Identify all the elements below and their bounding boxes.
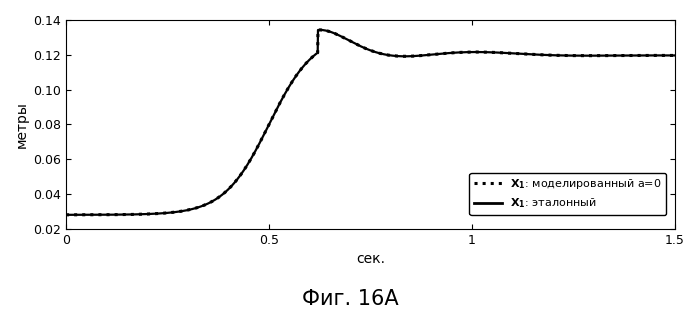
$\mathbf{X_1}$: моделированный а=0: (0.73, 0.124): моделированный а=0: (0.73, 0.124) xyxy=(358,45,367,49)
$\mathbf{X_1}$: эталонный: (0.625, 0.134): эталонный: (0.625, 0.134) xyxy=(316,28,324,32)
$\mathbf{X_1}$: эталонный: (1.5, 0.12): эталонный: (1.5, 0.12) xyxy=(671,53,679,57)
$\mathbf{X_1}$: эталонный: (0, 0.028): эталонный: (0, 0.028) xyxy=(62,213,70,217)
$\mathbf{X_1}$: моделированный а=0: (0, 0.028): моделированный а=0: (0, 0.028) xyxy=(62,213,70,217)
$\mathbf{X_1}$: моделированный а=0: (0.0765, 0.0281): моделированный а=0: (0.0765, 0.0281) xyxy=(93,213,102,217)
X-axis label: сек.: сек. xyxy=(356,252,385,266)
$\mathbf{X_1}$: эталонный: (1.46, 0.12): эталонный: (1.46, 0.12) xyxy=(654,53,662,57)
Legend: $\bf{X_1}$: моделированный а=0, $\bf{X_1}$: эталонный: $\bf{X_1}$: моделированный а=0, $\bf{X_1… xyxy=(470,173,666,215)
Line: $\mathbf{X_1}$: моделированный а=0: $\mathbf{X_1}$: моделированный а=0 xyxy=(66,30,675,215)
$\mathbf{X_1}$: моделированный а=0: (1.46, 0.12): моделированный а=0: (1.46, 0.12) xyxy=(653,53,662,57)
$\mathbf{X_1}$: эталонный: (0.69, 0.129): эталонный: (0.69, 0.129) xyxy=(342,37,351,41)
$\mathbf{X_1}$: эталонный: (0.0765, 0.0281): эталонный: (0.0765, 0.0281) xyxy=(93,213,102,217)
$\mathbf{X_1}$: моделированный а=0: (1.5, 0.12): моделированный а=0: (1.5, 0.12) xyxy=(671,53,679,57)
Line: $\mathbf{X_1}$: эталонный: $\mathbf{X_1}$: эталонный xyxy=(66,30,675,215)
$\mathbf{X_1}$: эталонный: (0.73, 0.124): эталонный: (0.73, 0.124) xyxy=(358,45,367,49)
$\mathbf{X_1}$: эталонный: (1.18, 0.12): эталонный: (1.18, 0.12) xyxy=(542,53,550,57)
$\mathbf{X_1}$: моделированный а=0: (1.18, 0.12): моделированный а=0: (1.18, 0.12) xyxy=(542,53,550,57)
Text: Фиг. 16А: Фиг. 16А xyxy=(302,289,398,309)
Y-axis label: метры: метры xyxy=(15,101,29,148)
$\mathbf{X_1}$: моделированный а=0: (1.46, 0.12): моделированный а=0: (1.46, 0.12) xyxy=(654,53,662,57)
$\mathbf{X_1}$: эталонный: (1.46, 0.12): эталонный: (1.46, 0.12) xyxy=(653,53,662,57)
$\mathbf{X_1}$: моделированный а=0: (0.625, 0.134): моделированный а=0: (0.625, 0.134) xyxy=(316,28,324,32)
$\mathbf{X_1}$: моделированный а=0: (0.69, 0.129): моделированный а=0: (0.69, 0.129) xyxy=(342,37,351,41)
